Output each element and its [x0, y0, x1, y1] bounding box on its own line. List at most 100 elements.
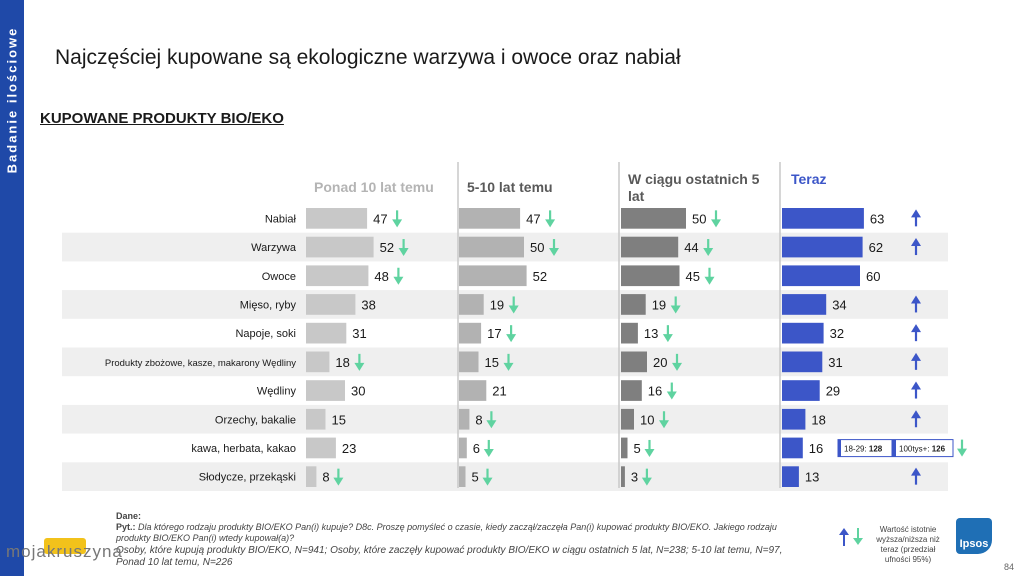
column-header-2: 5-10 lat temu: [467, 179, 553, 195]
data-label: 16: [648, 384, 662, 399]
legend-down-arrow-icon: [853, 528, 863, 545]
bar-1: [306, 322, 347, 344]
arrow-down-icon: [503, 353, 514, 371]
data-label: 6: [473, 441, 480, 456]
bar-3: [621, 437, 628, 459]
data-label: 45: [686, 269, 700, 284]
bar-2: [459, 208, 521, 229]
page-number: 84: [1004, 562, 1015, 572]
data-label: 8: [322, 470, 329, 485]
bar-3: [621, 265, 680, 287]
data-label: 13: [644, 326, 658, 341]
bar-1: [306, 437, 336, 459]
arrow-down-icon: [549, 239, 559, 257]
footer-dane: Dane:: [116, 511, 142, 521]
arrow-down-icon: [704, 267, 715, 285]
arrow-up-icon: [911, 381, 921, 399]
bar-1: [306, 408, 326, 430]
footer-pyt-label: Pyt.:: [116, 522, 136, 532]
watermark-badge: [44, 538, 86, 554]
bar-2: [459, 380, 487, 401]
category-label: Mięso, ryby: [240, 299, 297, 311]
data-label: 5: [634, 441, 641, 456]
data-label: 21: [492, 384, 506, 399]
bar-1: [306, 351, 330, 373]
category-label: Nabiał: [265, 213, 297, 225]
arrow-up-icon: [911, 324, 921, 342]
bar-3: [621, 466, 625, 487]
arrow-down-icon: [392, 210, 403, 228]
bar-3: [621, 236, 679, 258]
arrow-down-icon: [711, 210, 721, 228]
arrow-down-icon: [354, 353, 365, 371]
annotation-value: 128: [869, 445, 883, 454]
bar-4: [782, 322, 824, 344]
data-label: 52: [533, 269, 547, 284]
bar-1: [306, 265, 369, 287]
data-label: 63: [870, 211, 884, 226]
bar-3: [621, 208, 686, 229]
bar-2: [459, 466, 466, 487]
arrow-up-icon: [911, 295, 921, 313]
bar-1: [306, 380, 345, 401]
arrow-down-icon: [508, 296, 519, 314]
column-header-3: W ciągu ostatnich 5 lat: [628, 171, 760, 204]
arrow-down-icon: [545, 210, 556, 228]
annotation-arrow-down-icon: [957, 439, 967, 457]
ipsos-logo: Ipsos: [956, 518, 992, 554]
arrow-down-icon: [398, 239, 409, 257]
bar-3: [621, 408, 634, 430]
data-label: 62: [869, 240, 883, 255]
category-label: Owoce: [262, 271, 296, 283]
data-label: 34: [832, 297, 846, 312]
bar-4: [782, 380, 820, 401]
category-label: Orzechy, bakalie: [215, 414, 296, 426]
data-label: 31: [828, 355, 842, 370]
column-header-4: Teraz: [791, 171, 827, 187]
bar-4: [782, 236, 863, 258]
data-label: 15: [485, 355, 499, 370]
arrow-down-icon: [333, 468, 344, 486]
annotation-text: 100tys+: 126: [899, 445, 946, 454]
arrow-down-icon: [670, 296, 681, 314]
arrow-down-icon: [506, 325, 517, 343]
data-label: 38: [361, 297, 375, 312]
arrow-down-icon: [703, 239, 714, 257]
arrow-up-icon: [911, 410, 921, 428]
category-label: Słodycze, przekąski: [199, 472, 296, 484]
bar-4: [782, 351, 823, 373]
annotation-marker: [838, 439, 841, 457]
annotation-label: 18-29:: [844, 445, 869, 454]
annotation-label: 100tys+:: [899, 445, 932, 454]
data-label: 13: [805, 470, 819, 485]
data-label: 47: [526, 211, 540, 226]
watermark: mojakruszyna: [6, 542, 123, 561]
data-label: 44: [684, 240, 698, 255]
bar-2: [459, 351, 479, 373]
arrow-down-icon: [672, 353, 682, 371]
bar-4: [782, 294, 827, 315]
arrow-down-icon: [486, 411, 497, 429]
data-label: 16: [809, 441, 823, 456]
bar-4: [782, 466, 799, 487]
arrow-up-icon: [911, 209, 921, 227]
bar-2: [459, 408, 470, 430]
bar-3: [621, 322, 638, 344]
bar-4: [782, 408, 806, 430]
data-label: 29: [826, 384, 840, 399]
bar-1: [306, 294, 356, 315]
data-label: 17: [487, 326, 501, 341]
data-label: 23: [342, 441, 356, 456]
arrow-down-icon: [666, 382, 677, 400]
sidebar: Badanie ilościowe: [0, 0, 24, 576]
data-label: 19: [652, 297, 666, 312]
arrow-down-icon: [483, 439, 494, 457]
bar-2: [459, 294, 484, 315]
legend-arrows-icon: [839, 528, 863, 546]
data-label: 50: [692, 211, 706, 226]
bar-4: [782, 265, 860, 287]
footer-question: Dane: Pyt.: Dla którego rodzaju produkty…: [116, 511, 806, 544]
data-label: 48: [374, 269, 388, 284]
data-label: 20: [653, 355, 667, 370]
